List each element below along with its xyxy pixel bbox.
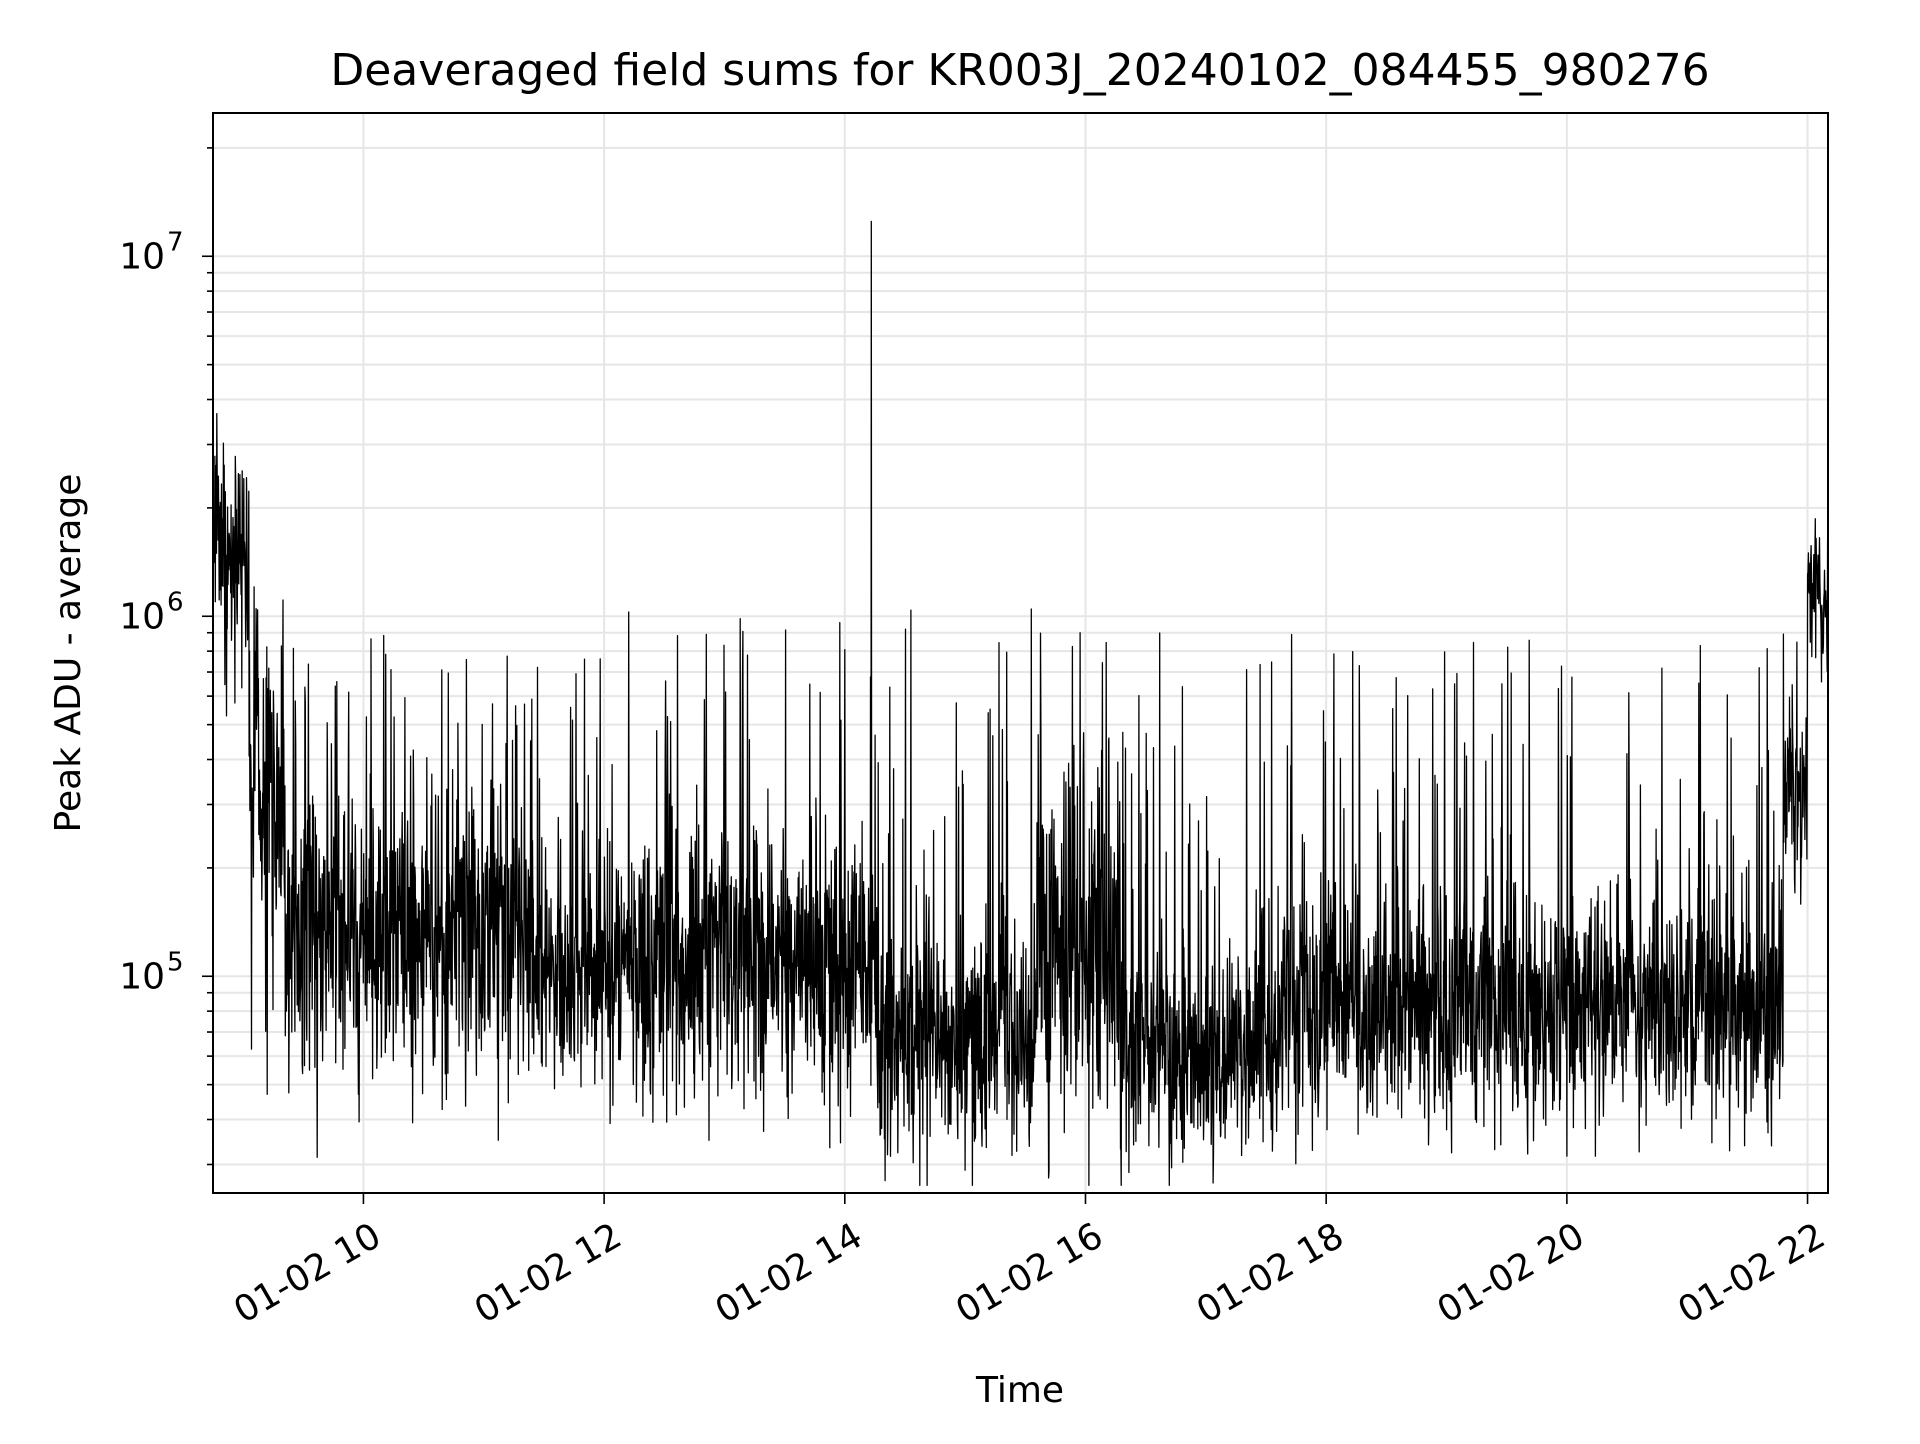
y-tick-label: 10 — [119, 236, 165, 277]
y-tick-label: 10 — [119, 956, 165, 997]
data-layer — [212, 220, 1829, 1187]
series-line — [212, 220, 1829, 1187]
y-tick-exponent: 5 — [167, 947, 184, 977]
y-tick-exponent: 6 — [167, 587, 184, 617]
chart-title: Deaveraged field sums for KR003J_2024010… — [330, 45, 1709, 96]
x-axis-label: Time — [975, 1370, 1064, 1411]
y-axis-label: Peak ADU - average — [48, 474, 89, 833]
y-tick-label: 10 — [119, 596, 165, 637]
plot-frame — [212, 112, 1829, 1194]
y-tick-exponent: 7 — [167, 227, 184, 257]
